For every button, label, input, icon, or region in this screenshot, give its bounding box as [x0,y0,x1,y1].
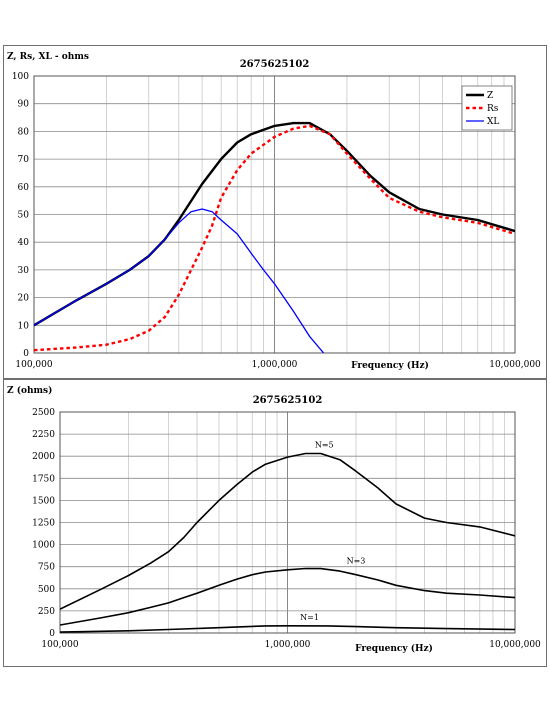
plot-frame [59,411,516,634]
x-tick-label: 1,000,000 [252,360,298,370]
chart-title: 2675625102 [253,395,323,406]
x-tick-label: 1,000,000 [265,640,311,650]
x-tick-label: 10,000,000 [489,640,541,650]
y-tick-label: 2000 [32,452,55,462]
plot-frame [33,75,516,354]
z-vs-turns-chart: 0 250 500 750 1000 1250 1500 1750 2000 2250 2500 10… [7,385,541,654]
impedance-chart: 0 10 20 30 40 50 60 70 80 90 100 100,000 1,000,000 10… [7,52,541,371]
y-tick-label: 10 [18,321,30,331]
y-tick-label: 1000 [32,541,55,551]
y-tick-label: 1750 [32,474,55,484]
legend-label: Rs [487,104,499,114]
series-line-n5 [60,452,515,610]
y-axis-title: Z, Rs, XL - ohms [7,52,89,62]
x-axis-title: Frequency (Hz) [355,643,433,654]
y-tick-label: 40 [18,238,30,248]
impedance-chart-panel: 0 10 20 30 40 50 60 70 80 90 100 100,000 1,000,000 10… [3,45,547,379]
y-tick-label: 70 [18,155,30,165]
y-tick-label: 0 [49,629,55,639]
y-tick-label: 60 [18,183,30,193]
y-tick-label: 20 [18,294,30,304]
y-tick-label: 0 [23,349,29,359]
z-vs-turns-chart-panel: 0 250 500 750 1000 1250 1500 1750 2000 2250 2500 10… [3,379,547,667]
series-line-xl [34,208,325,353]
y-tick-label: 500 [38,585,55,595]
series-line-rs [34,124,515,352]
legend-label: Z [487,91,493,101]
y-tick-label: 50 [18,211,30,221]
x-tick-label: 10,000,000 [489,360,541,370]
y-tick-label: 30 [18,266,30,276]
legend-label: XL [487,117,499,127]
chart-title: 2675625102 [240,59,310,70]
y-tick-label: 250 [38,607,55,617]
y-axis-title: Z (ohms) [7,385,52,396]
series-line-n1 [60,625,515,633]
x-tick-label: 100,000 [15,360,52,370]
y-tick-label: 80 [18,127,30,137]
y-tick-label: 1500 [32,496,55,506]
y-tick-label: 1250 [32,519,55,529]
y-tick-label: 90 [18,100,30,110]
y-tick-label: 100 [12,72,29,82]
y-tick-label: 2500 [32,408,55,418]
legend-box [461,85,513,131]
x-axis-title: Frequency (Hz) [351,360,429,371]
series-label: N=3 [347,556,366,565]
series-label: N=1 [300,613,319,622]
x-tick-label: 100,000 [41,640,78,650]
y-tick-label: 2250 [32,430,55,440]
series-label: N=5 [315,441,334,450]
series-line-n3 [60,567,515,626]
y-tick-label: 750 [38,563,55,573]
